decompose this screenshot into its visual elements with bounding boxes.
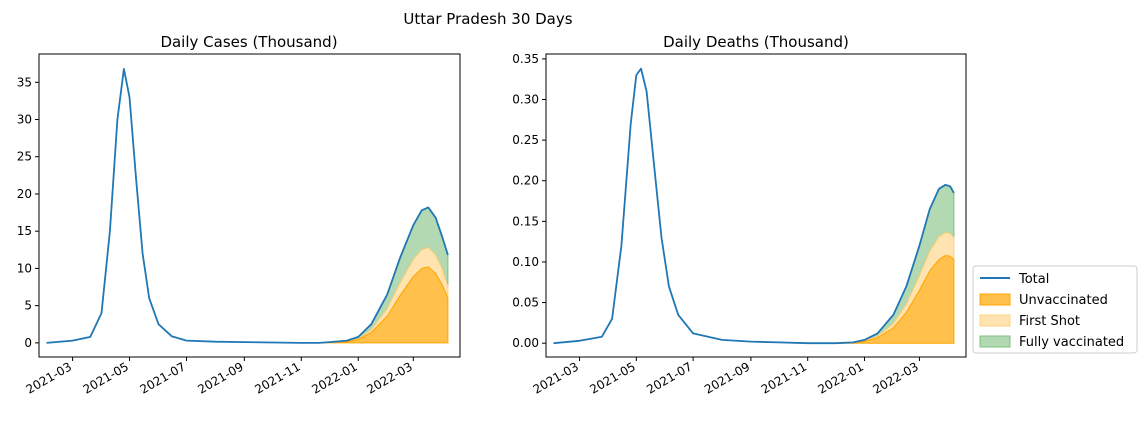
y-tick-label-0: 15 — [17, 224, 32, 238]
x-tick-label-0: 2021-07 — [138, 359, 188, 396]
legend-label-total: Total — [1018, 272, 1049, 287]
unvaccinated-area-0 — [318, 266, 449, 344]
unvaccinated-area-1 — [825, 254, 955, 344]
y-tick-label-0: 25 — [17, 150, 32, 164]
y-tick-label-0: 35 — [17, 75, 32, 89]
plot-frame-0 — [38, 53, 461, 358]
x-tick-label-1: 2021-09 — [702, 359, 752, 396]
y-tick-label-1: 0.30 — [512, 92, 539, 106]
x-tick-label-0: 2021-11 — [252, 359, 302, 396]
y-tick-label-0: 30 — [17, 113, 32, 127]
legend-swatch-first-shot — [979, 314, 1011, 327]
y-tick-label-0: 5 — [24, 299, 32, 313]
legend-label-first-shot: First Shot — [1019, 314, 1080, 329]
x-tick-label-1: 2021-11 — [759, 359, 809, 396]
deaths-chart-title: Daily Deaths (Thousand) — [663, 33, 849, 51]
legend-swatch-fully-vaccinated — [979, 335, 1011, 348]
figure-suptitle: Uttar Pradesh 30 Days — [403, 10, 572, 28]
legend-label-fully-vaccinated: Fully vaccinated — [1019, 335, 1124, 350]
y-tick-label-0: 0 — [24, 336, 32, 350]
x-tick-label-0: 2022-01 — [309, 359, 359, 396]
x-tick-label-1: 2022-01 — [816, 359, 866, 396]
y-tick-label-0: 20 — [17, 187, 32, 201]
legend-box — [972, 265, 1138, 354]
y-tick-label-1: 0.00 — [512, 336, 539, 350]
deaths-chart: Daily Deaths (Thousand) 0.00 0.05 0.10 0.15… — [512, 33, 967, 397]
x-tick-label-1: 2021-03 — [531, 359, 581, 396]
x-tick-label-1: 2021-07 — [644, 359, 694, 396]
y-tick-label-1: 0.35 — [512, 52, 539, 66]
y-tick-label-1: 0.10 — [512, 255, 539, 269]
x-tick-label-0: 2021-09 — [195, 359, 245, 396]
total-line-0 — [46, 68, 449, 344]
x-tick-label-1: 2022-03 — [871, 359, 921, 396]
y-tick-label-1: 0.15 — [512, 214, 539, 228]
x-tick-label-0: 2022-03 — [364, 359, 414, 396]
chart-legend: Total Unvaccinated First Shot Fully vaccina… — [972, 265, 1138, 354]
x-tick-label-0: 2021-03 — [24, 359, 74, 396]
x-tick-label-1: 2021-05 — [587, 359, 637, 396]
cases-chart: Daily Cases (Thousand) 0 5 10 15 20 25 30 35 202… — [17, 33, 461, 397]
plot-frame-1 — [545, 53, 967, 358]
y-tick-label-1: 0.20 — [512, 174, 539, 188]
legend-swatch-unvaccinated — [979, 293, 1011, 306]
y-tick-label-1: 0.25 — [512, 133, 539, 147]
total-line-1 — [553, 67, 955, 345]
x-tick-label-0: 2021-05 — [81, 359, 131, 396]
y-tick-label-1: 0.05 — [512, 296, 539, 310]
legend-label-unvaccinated: Unvaccinated — [1019, 293, 1108, 308]
cases-chart-title: Daily Cases (Thousand) — [160, 33, 337, 51]
y-tick-label-0: 10 — [17, 261, 32, 275]
